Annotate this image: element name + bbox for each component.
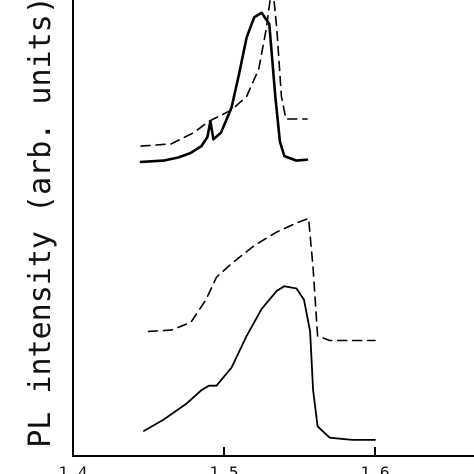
x-tick-label: 1.5 [210, 463, 239, 474]
series-lower-dashed-line [147, 217, 376, 342]
y-axis-label: PL intensity (arb. units) [23, 0, 58, 448]
series-upper-solid-line [139, 11, 309, 164]
x-tick-label: 1.6 [361, 463, 390, 474]
x-tick-label: 1.4 [59, 463, 88, 474]
series-layer [139, 0, 376, 441]
y-axis-title: PL intensity (arb. units) [23, 0, 58, 448]
series-lower-solid-line [143, 285, 376, 441]
x-axis-ticks: 1.4 1.5 1.6 [59, 447, 390, 474]
series-upper-dashed-line [140, 0, 308, 147]
